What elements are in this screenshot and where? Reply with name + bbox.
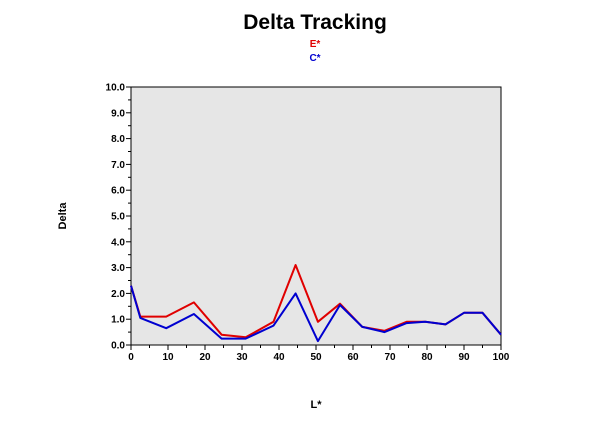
series-lines	[130, 264, 502, 343]
x-tick-label: 50	[310, 352, 322, 363]
x-tick-label: 90	[458, 352, 470, 363]
y-tick-label: 4.0	[111, 237, 125, 248]
x-tick-label: 30	[236, 352, 248, 363]
y-tick-label: 3.0	[111, 263, 125, 274]
y-tick-label: 1.0	[111, 315, 125, 326]
y-tick-label: 5.0	[111, 212, 125, 223]
legend-entry-1: C*	[309, 53, 320, 64]
legend: E* C*	[309, 39, 320, 64]
y-tick-label: 10.0	[106, 83, 126, 94]
y-axis: 0.0 1.0 2.0 3.0 4.0 5.0 6.0 7.0 8.0 9.0 10.0	[106, 83, 131, 352]
x-tick-label: 100	[493, 352, 510, 363]
y-tick-label: 0.0	[111, 341, 125, 352]
y-tick-label: 9.0	[111, 108, 125, 119]
y-tick-label: 2.0	[111, 289, 125, 300]
x-tick-label: 0	[128, 352, 134, 363]
chart-title: Delta Tracking	[243, 11, 387, 34]
x-axis-label: L*	[311, 399, 323, 411]
y-tick-label: 7.0	[111, 160, 125, 171]
legend-entry-0: E*	[310, 39, 321, 50]
x-tick-label: 10	[162, 352, 174, 363]
x-tick-label: 20	[199, 352, 211, 363]
series-line-1	[130, 285, 502, 343]
x-tick-label: 40	[273, 352, 285, 363]
x-tick-label: 70	[384, 352, 396, 363]
y-axis-label: Delta	[57, 202, 69, 230]
y-tick-label: 6.0	[111, 186, 125, 197]
x-tick-label: 60	[347, 352, 359, 363]
y-tick-label: 8.0	[111, 134, 125, 145]
x-tick-label: 80	[421, 352, 433, 363]
x-axis: 0 10 20 30 40 50 60 70 80 90 100	[128, 345, 510, 363]
